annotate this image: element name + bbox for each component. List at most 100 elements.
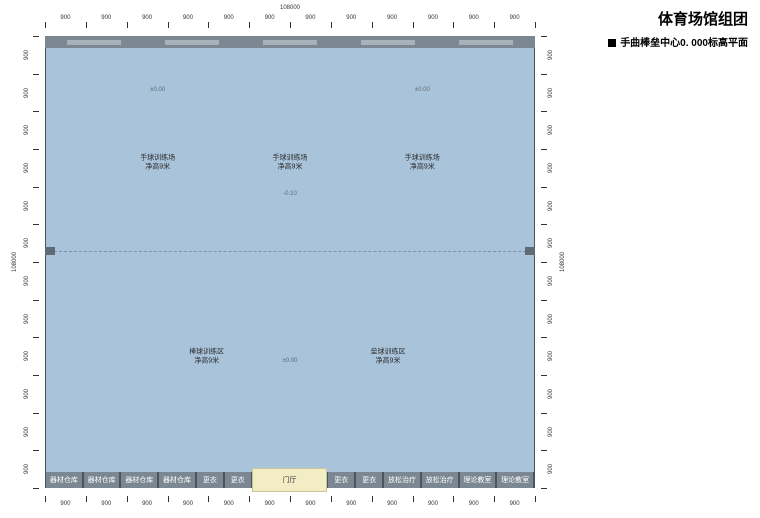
entry-hall: 门厅 [252, 468, 327, 492]
dim-label: 900 [24, 87, 30, 97]
floor-plan: 手球训练场净高9米手球训练场净高9米手球训练场净高9米棒球训练区净高9米垒球训练… [45, 36, 535, 488]
dim-label: 900 [60, 15, 70, 21]
dim-tick [541, 36, 547, 37]
dim-tick [33, 74, 39, 75]
elevation-mark: ±0.00 [150, 87, 165, 93]
dim-tick [331, 22, 332, 28]
dim-tick [33, 36, 39, 37]
dim-tick [541, 262, 547, 263]
dim-label: 108000 [560, 252, 566, 272]
elevation-mark: -0.10 [283, 191, 297, 197]
area-label: 手球训练场净高9米 [405, 153, 440, 172]
dim-tick [33, 187, 39, 188]
dim-tick [33, 224, 39, 225]
outer-wall [45, 36, 535, 488]
bottom-room: 理论教室 [496, 472, 534, 488]
dim-tick [127, 22, 128, 28]
dim-tick [535, 22, 536, 28]
dim-label: 900 [24, 313, 30, 323]
divider-wall-bump [45, 247, 55, 255]
dim-tick [541, 337, 547, 338]
dim-label: 900 [101, 15, 111, 21]
bottom-room: 器材仓库 [45, 472, 83, 488]
dim-tick [33, 300, 39, 301]
dim-label: 900 [548, 426, 554, 436]
dim-label: 900 [24, 276, 30, 286]
dim-tick [413, 496, 414, 502]
subtitle-text: 手曲棒垒中心0. 000标高平面 [620, 38, 748, 49]
dim-label: 900 [142, 15, 152, 21]
dim-label: 900 [548, 389, 554, 399]
dim-tick [372, 496, 373, 502]
mid-divider [49, 251, 531, 252]
dim-label: 900 [24, 163, 30, 173]
dim-tick [249, 496, 250, 502]
dim-tick [541, 488, 547, 489]
bottom-room: 放松治疗 [421, 472, 459, 488]
dim-tick [290, 496, 291, 502]
dim-tick [541, 149, 547, 150]
elevation-mark: ±0.00 [283, 358, 298, 364]
dim-label: 900 [24, 238, 30, 248]
dim-tick [33, 149, 39, 150]
dim-label: 900 [548, 163, 554, 173]
dim-label: 900 [387, 501, 397, 507]
bottom-room: 器材仓库 [83, 472, 121, 488]
area-label: 手球训练场净高9米 [140, 153, 175, 172]
dim-tick [541, 300, 547, 301]
dim-tick [453, 22, 454, 28]
bottom-room: 器材仓库 [158, 472, 196, 488]
dim-label: 900 [548, 276, 554, 286]
dim-tick [33, 337, 39, 338]
top-strip-segment [361, 40, 415, 45]
dim-label: 900 [60, 501, 70, 507]
dim-tick [541, 187, 547, 188]
top-strip-segment [263, 40, 317, 45]
dim-label: 900 [548, 351, 554, 361]
dim-label: 900 [24, 389, 30, 399]
dim-label: 900 [548, 50, 554, 60]
dim-tick [413, 22, 414, 28]
dim-tick [453, 496, 454, 502]
dim-label: 900 [24, 50, 30, 60]
dim-label: 900 [469, 15, 479, 21]
dim-tick [541, 450, 547, 451]
bottom-room: 更衣 [327, 472, 355, 488]
dim-label: 900 [428, 501, 438, 507]
dim-tick [331, 496, 332, 502]
top-strip-segment [165, 40, 219, 45]
dim-tick [372, 22, 373, 28]
square-bullet-icon [608, 39, 616, 47]
dim-label: 900 [346, 15, 356, 21]
dim-label: 900 [24, 426, 30, 436]
divider-wall-bump [525, 247, 535, 255]
top-strip-segment [67, 40, 121, 45]
dim-tick [45, 496, 46, 502]
dim-tick [541, 74, 547, 75]
dim-label: 900 [224, 15, 234, 21]
dim-label: 900 [24, 464, 30, 474]
dim-tick [33, 413, 39, 414]
dim-label: 900 [548, 313, 554, 323]
dim-tick [45, 22, 46, 28]
dim-tick [208, 22, 209, 28]
dim-label: 900 [24, 200, 30, 210]
dim-label: 900 [548, 87, 554, 97]
dim-tick [290, 22, 291, 28]
dim-label: 900 [224, 501, 234, 507]
area-label: 手球训练场净高9米 [273, 153, 308, 172]
dim-label: 900 [183, 15, 193, 21]
dim-label: 900 [183, 501, 193, 507]
dim-label: 900 [510, 501, 520, 507]
dim-label: 900 [548, 238, 554, 248]
dim-label: 108000 [280, 5, 300, 11]
dim-label: 900 [548, 125, 554, 135]
dim-label: 900 [548, 464, 554, 474]
page-title: 体育场馆组团 [658, 8, 748, 29]
dim-tick [127, 496, 128, 502]
dim-label: 900 [305, 15, 315, 21]
dim-label: 900 [510, 15, 520, 21]
dim-label: 900 [428, 15, 438, 21]
dim-tick [541, 224, 547, 225]
dim-tick [33, 450, 39, 451]
